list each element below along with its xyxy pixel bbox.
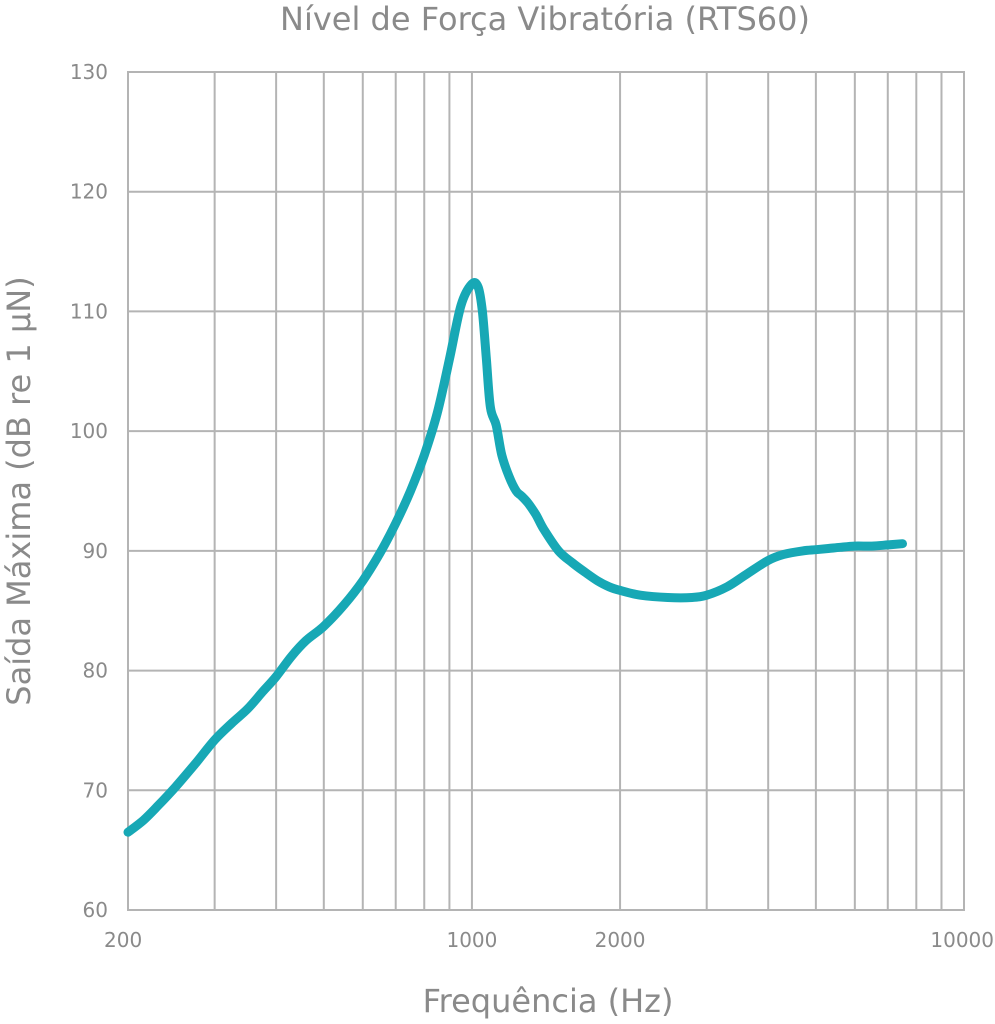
- y-tick-label: 120: [70, 180, 108, 204]
- x-axis-title: Frequência (Hz): [423, 982, 674, 1020]
- y-tick-label: 60: [83, 898, 108, 922]
- x-tick-labels: 200 1000 2000 10000: [104, 928, 994, 952]
- series-group: [123, 278, 907, 837]
- series-line: [123, 278, 907, 837]
- plot-frame: [127, 71, 965, 911]
- y-tick-label: 110: [70, 299, 108, 323]
- y-tick-label: 90: [83, 539, 108, 563]
- y-tick-label: 80: [83, 659, 108, 683]
- x-tick-label: 2000: [595, 928, 646, 952]
- y-gridlines: [128, 71, 964, 911]
- x-tick-label: 200: [104, 928, 142, 952]
- y-tick-label: 100: [70, 419, 108, 443]
- x-tick-label: 1000: [446, 928, 497, 952]
- y-tick-label: 130: [70, 60, 108, 84]
- y-tick-labels: 60 70 80 90 100 110 120 130: [70, 60, 108, 922]
- y-axis-title: Saída Máxima (dB re 1 µN): [0, 276, 38, 705]
- x-tick-label: 10000: [930, 928, 994, 952]
- chart-title: Nível de Força Vibratória (RTS60): [280, 0, 810, 38]
- y-tick-label: 70: [83, 778, 108, 802]
- x-gridlines: [127, 72, 965, 910]
